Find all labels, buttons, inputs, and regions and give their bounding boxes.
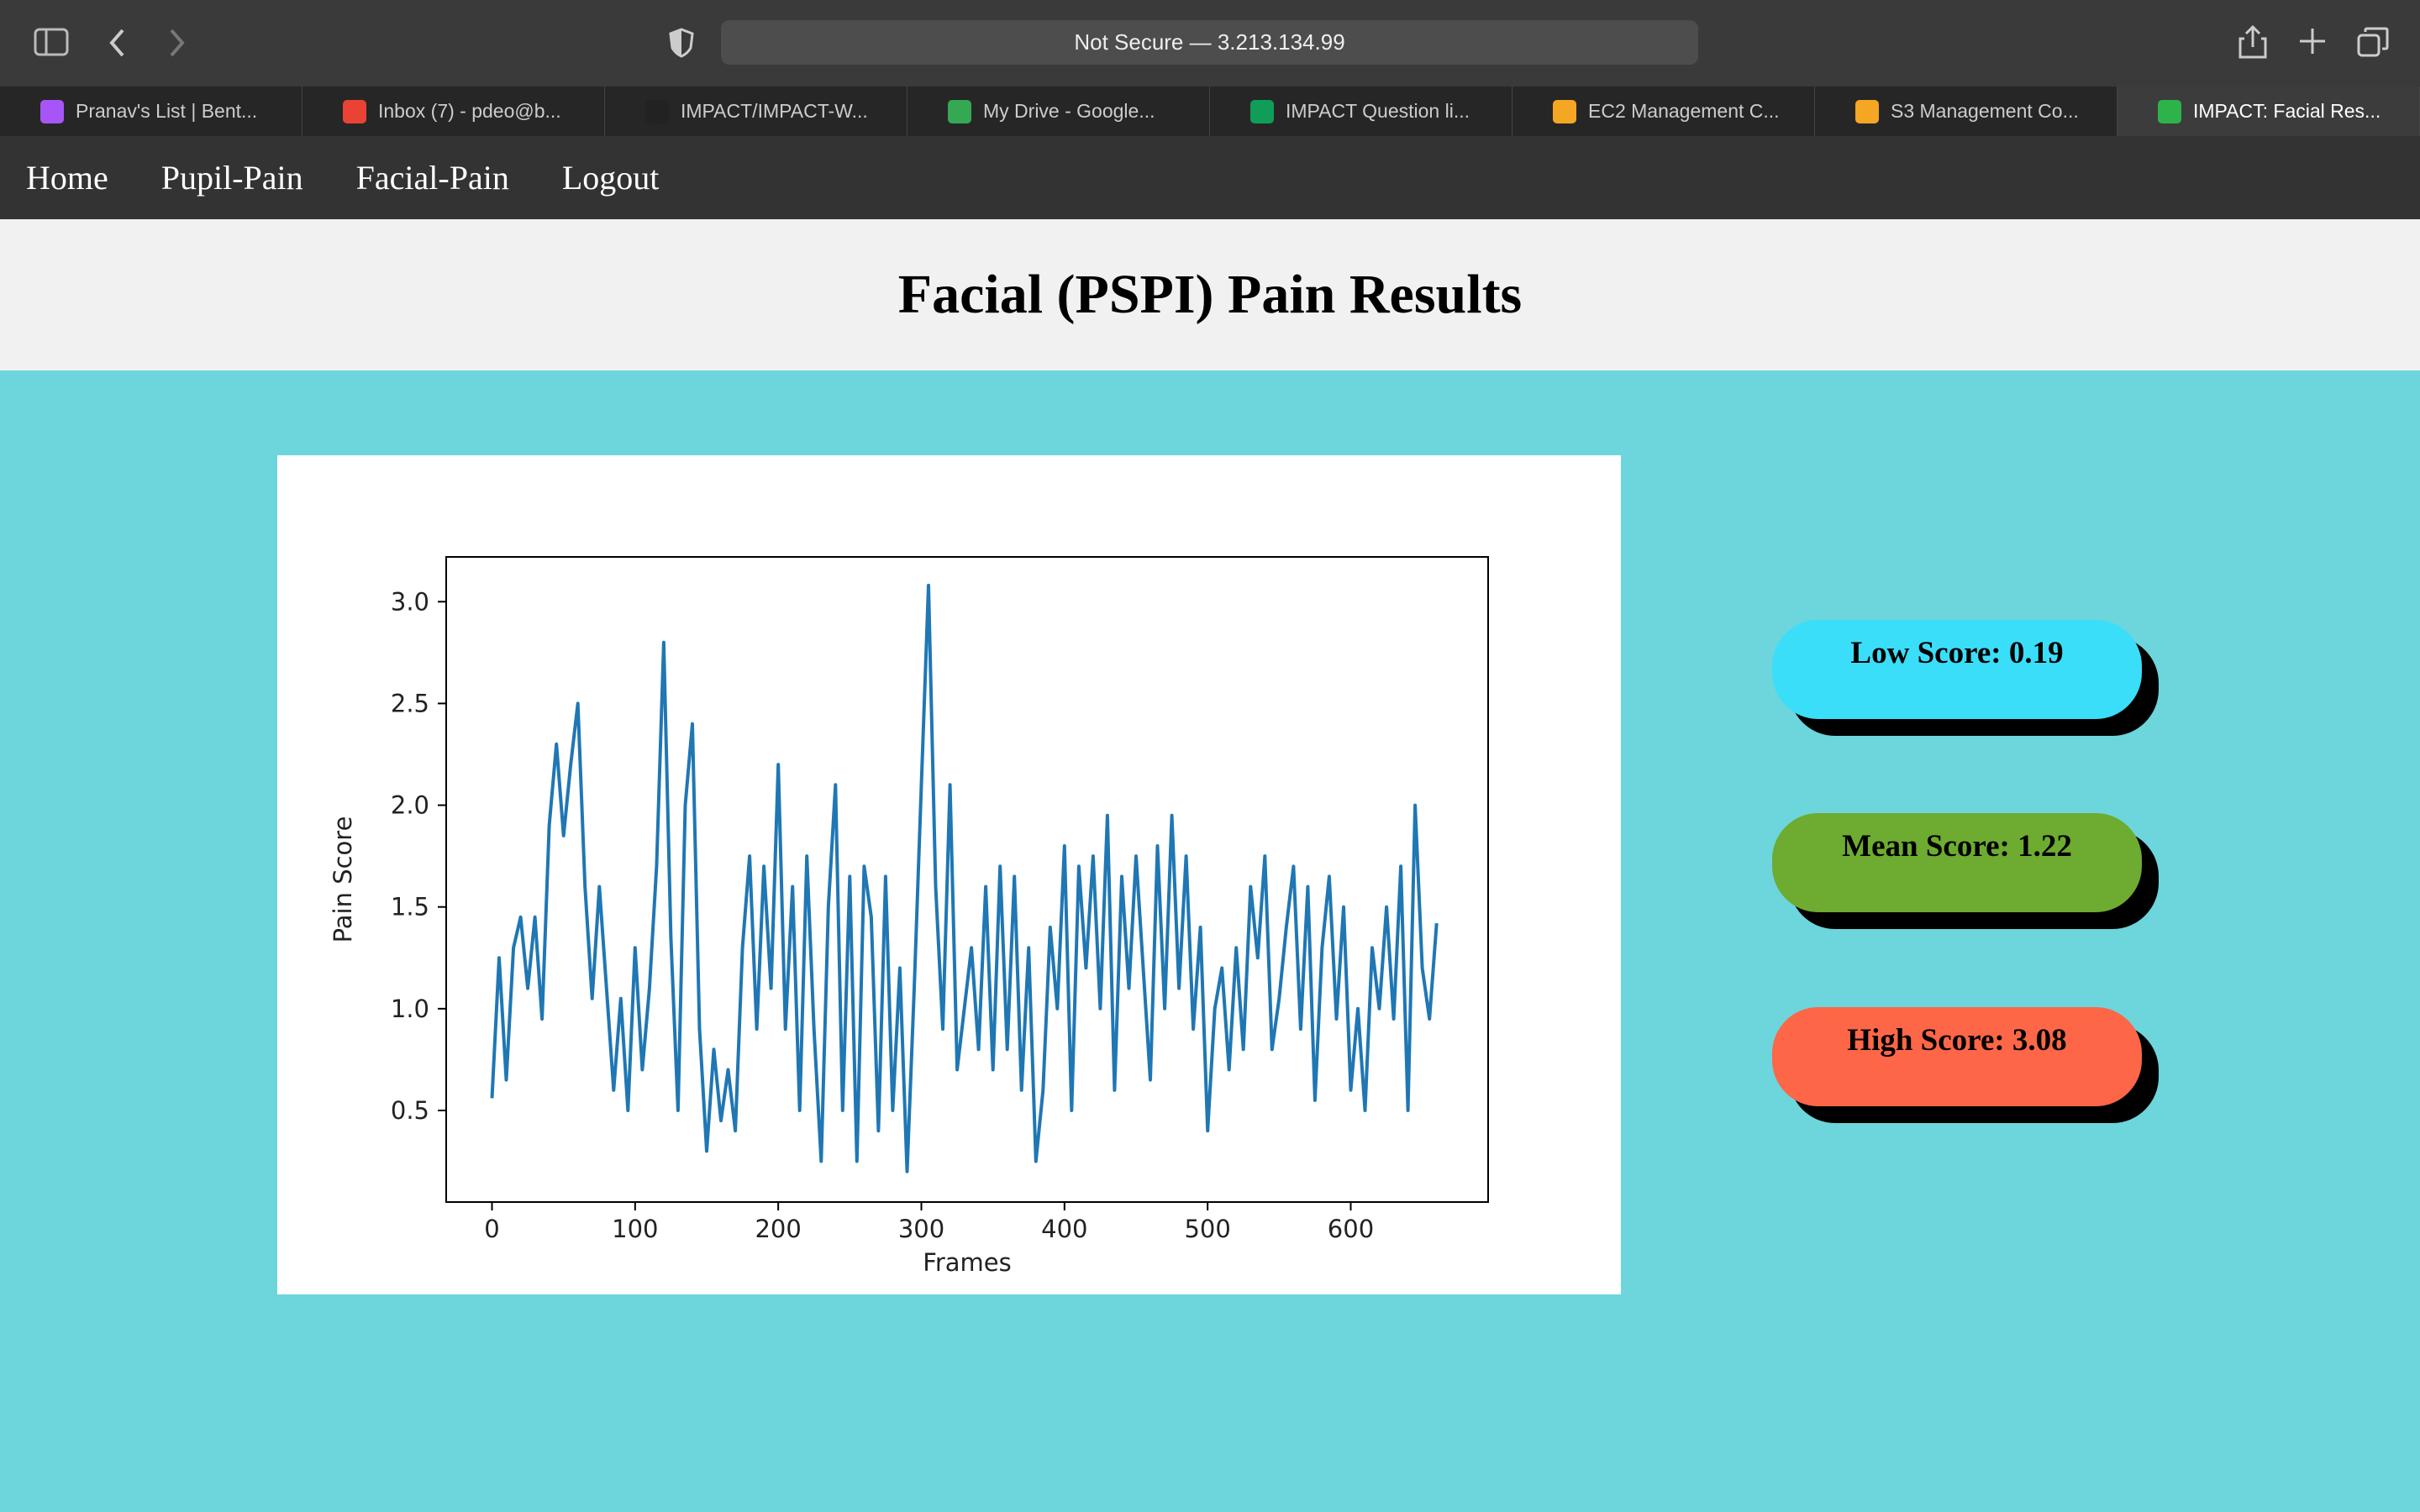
- share-button[interactable]: [2238, 25, 2268, 59]
- tab-icon: [1553, 99, 1576, 123]
- browser-tab[interactable]: IMPACT/IMPACT-W...: [605, 87, 908, 136]
- data-line: [490, 583, 1439, 1173]
- tab-icon: [948, 99, 971, 123]
- tab-icon: [2158, 99, 2181, 123]
- forward-button[interactable]: [166, 28, 187, 58]
- tab-title: My Drive - Google...: [983, 100, 1155, 122]
- tab-title: EC2 Management C...: [1588, 100, 1780, 122]
- y-axis-label: Pain Score: [329, 816, 357, 943]
- chart: 0 100 200 300 400 500 600 0.5 1.0 1.5 2.0 2.5 3.0 Fra…: [277, 455, 1621, 1294]
- browser-toolbar: Not Secure — 3.213.134.99: [0, 0, 2420, 87]
- plot-frame: [445, 556, 1489, 1203]
- nav-link[interactable]: Logout: [561, 159, 660, 197]
- tab-icon: [645, 99, 669, 123]
- nav-link[interactable]: Pupil-Pain: [160, 159, 303, 197]
- tab-icon: [1250, 99, 1274, 123]
- tab-icon: [343, 99, 366, 123]
- sidebar-icon[interactable]: [34, 28, 69, 56]
- tab-title: S3 Management Co...: [1891, 100, 2079, 122]
- new-tab-button[interactable]: [2298, 27, 2327, 55]
- low-score-card: Low Score: 0.19: [1772, 620, 2142, 719]
- page-title: Facial (PSPI) Pain Results: [897, 264, 1523, 325]
- browser-tab[interactable]: IMPACT Question li...: [1210, 87, 1512, 136]
- mean-score-card: Mean Score: 1.22: [1772, 813, 2142, 912]
- tab-title: IMPACT/IMPACT-W...: [681, 100, 868, 122]
- browser-tab[interactable]: S3 Management Co...: [1815, 87, 2118, 136]
- y-tick-label: 1.5: [391, 893, 429, 921]
- x-tick-label: 500: [1184, 1215, 1230, 1243]
- tab-title: IMPACT Question li...: [1286, 100, 1470, 122]
- address-bar[interactable]: Not Secure — 3.213.134.99: [721, 20, 1698, 65]
- x-tick-label: 200: [755, 1215, 801, 1243]
- browser-tab[interactable]: My Drive - Google...: [908, 87, 1210, 136]
- x-tick-label: 400: [1041, 1215, 1087, 1243]
- back-button[interactable]: [108, 28, 128, 58]
- tab-title: IMPACT: Facial Res...: [2193, 100, 2381, 122]
- nav-bar: Home Pupil-Pain Facial-Pain Logout: [0, 136, 2420, 219]
- tab-icon: [1855, 99, 1879, 123]
- y-tick-label: 0.5: [391, 1096, 429, 1125]
- y-tick-label: 2.0: [391, 791, 429, 820]
- x-tick-label: 100: [612, 1215, 658, 1243]
- tabs-overview-button[interactable]: [2357, 27, 2389, 57]
- browser-tab[interactable]: Inbox (7) - pdeo@b...: [302, 87, 605, 136]
- y-tick-label: 2.5: [391, 689, 429, 717]
- browser-tab[interactable]: IMPACT: Facial Res...: [2118, 87, 2420, 136]
- x-tick-label: 0: [484, 1215, 499, 1243]
- y-tick-label: 1.0: [391, 995, 429, 1023]
- high-score-card: High Score: 3.08: [1772, 1007, 2142, 1106]
- x-tick-label: 600: [1328, 1215, 1374, 1243]
- nav-link[interactable]: Facial-Pain: [355, 159, 509, 197]
- shield-icon: [669, 28, 694, 58]
- y-tick-label: 3.0: [391, 587, 429, 616]
- tab-icon: [40, 99, 64, 123]
- tab-title: Inbox (7) - pdeo@b...: [378, 100, 561, 122]
- browser-tab[interactable]: Pranav's List | Bent...: [0, 87, 302, 136]
- x-tick-label: 300: [898, 1215, 944, 1243]
- x-axis-label: Frames: [923, 1248, 1011, 1277]
- nav-link[interactable]: Home: [26, 159, 108, 197]
- tab-title: Pranav's List | Bent...: [76, 100, 258, 122]
- browser-tab[interactable]: EC2 Management C...: [1512, 87, 1815, 136]
- page-header: Facial (PSPI) Pain Results: [0, 219, 2420, 370]
- tab-bar: Pranav's List | Bent... Inbox (7) - pdeo@…: [0, 87, 2420, 136]
